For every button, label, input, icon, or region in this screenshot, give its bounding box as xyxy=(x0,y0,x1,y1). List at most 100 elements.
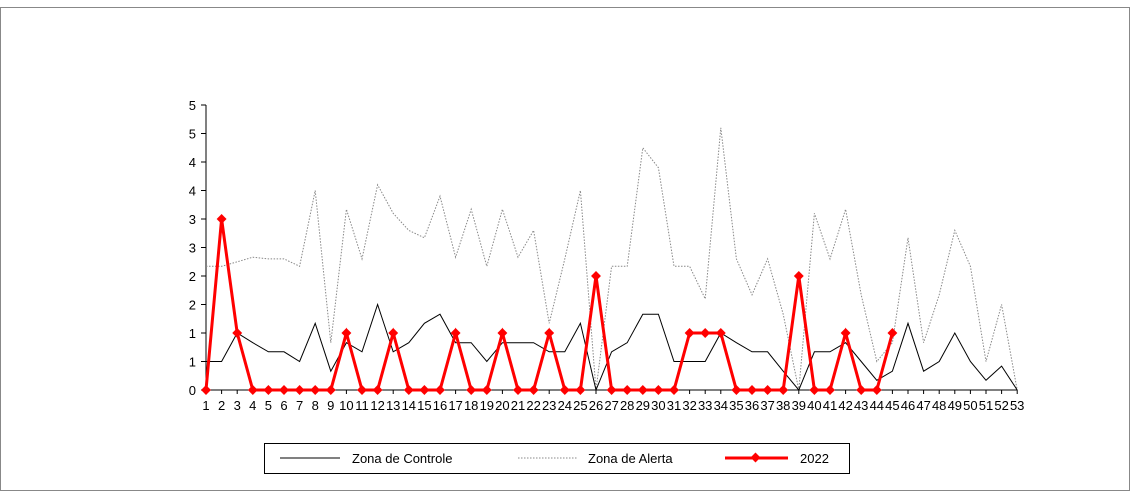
data-point-2022 xyxy=(357,385,367,395)
x-tick-label: 29 xyxy=(636,398,650,413)
data-point-2022 xyxy=(622,385,633,395)
data-point-2022 xyxy=(466,385,477,395)
data-point-2022 xyxy=(294,385,305,395)
x-tick-label: 25 xyxy=(573,398,587,413)
data-point-2022 xyxy=(528,385,539,395)
x-tick-label: 50 xyxy=(963,398,977,413)
data-point-2022 xyxy=(544,328,555,338)
data-point-2022 xyxy=(669,385,679,395)
x-tick-label: 14 xyxy=(402,398,416,413)
legend: Zona de Controle Zona de Alerta 2022 xyxy=(264,443,850,474)
y-tick-label: 2 xyxy=(189,298,196,313)
data-point-2022 xyxy=(887,328,898,338)
x-tick-label: 24 xyxy=(558,398,572,413)
data-point-2022 xyxy=(388,328,399,338)
y-tick-label: 5 xyxy=(189,127,196,142)
y-tick-label: 4 xyxy=(189,184,196,199)
x-tick-label: 11 xyxy=(355,398,369,413)
x-tick-label: 21 xyxy=(511,398,525,413)
data-point-2022 xyxy=(201,385,211,395)
data-point-2022 xyxy=(575,385,586,395)
data-point-2022 xyxy=(700,328,711,338)
x-tick-label: 53 xyxy=(1010,398,1024,413)
legend-label-zona-de-controle: Zona de Controle xyxy=(352,451,452,466)
x-tick-label: 10 xyxy=(339,398,353,413)
x-tick-label: 40 xyxy=(807,398,821,413)
y-tick-label: 5 xyxy=(189,98,196,113)
axes xyxy=(201,104,1018,394)
x-tick-label: 31 xyxy=(667,398,681,413)
x-tick-label: 35 xyxy=(729,398,743,413)
data-point-2022 xyxy=(871,385,882,395)
x-tick-label: 1 xyxy=(202,398,209,413)
x-tick-label: 51 xyxy=(979,398,993,413)
data-point-2022 xyxy=(310,385,321,395)
x-tick-labels: 1 2 3 4 5 6 7 8 9 10 11 12 13 14 15 16 17 18 19 20 21 22 23 24 2… xyxy=(202,398,1024,413)
x-tick-label: 8 xyxy=(312,398,319,413)
x-tick-label: 52 xyxy=(994,398,1008,413)
data-point-2022 xyxy=(715,328,726,338)
x-tick-label: 48 xyxy=(932,398,946,413)
x-tick-label: 42 xyxy=(838,398,852,413)
y-tick-label: 1 xyxy=(189,326,196,341)
y-tick-label: 1 xyxy=(189,355,196,370)
x-tick-label: 44 xyxy=(870,398,884,413)
chart-border xyxy=(0,7,1130,491)
x-tick-label: 7 xyxy=(296,398,303,413)
x-tick-label: 32 xyxy=(682,398,696,413)
x-tick-label: 9 xyxy=(327,398,334,413)
x-tick-label: 18 xyxy=(464,398,478,413)
data-point-2022 xyxy=(497,328,508,338)
data-point-2022 xyxy=(778,385,789,395)
x-tick-label: 12 xyxy=(370,398,384,413)
x-tick-label: 33 xyxy=(698,398,712,413)
data-point-2022 xyxy=(419,385,430,395)
data-point-2022 xyxy=(731,385,742,395)
legend-marker-2022 xyxy=(750,452,761,463)
x-tick-label: 27 xyxy=(604,398,618,413)
x-tick-label: 3 xyxy=(234,398,241,413)
data-point-2022 xyxy=(653,385,664,395)
data-point-2022 xyxy=(450,328,461,338)
data-point-2022 xyxy=(591,271,601,281)
x-tick-label: 36 xyxy=(745,398,759,413)
x-tick-label: 23 xyxy=(542,398,556,413)
x-tick-label: 17 xyxy=(448,398,462,413)
legend-label-zona-de-alerta: Zona de Alerta xyxy=(588,451,673,466)
data-point-2022 xyxy=(840,328,851,338)
x-tick-label: 39 xyxy=(792,398,806,413)
series-layer xyxy=(201,127,1018,395)
data-point-2022 xyxy=(559,385,570,395)
data-point-2022 xyxy=(403,385,414,395)
x-tick-label: 41 xyxy=(823,398,837,413)
data-point-2022 xyxy=(325,385,336,395)
data-point-2022 xyxy=(637,385,648,395)
data-point-2022 xyxy=(793,271,804,281)
data-point-2022 xyxy=(341,328,352,338)
x-tick-label: 47 xyxy=(916,398,930,413)
data-point-2022 xyxy=(263,385,274,395)
y-tick-label: 2 xyxy=(189,269,196,284)
x-tick-label: 49 xyxy=(948,398,962,413)
x-tick-label: 34 xyxy=(714,398,728,413)
x-tick-label: 43 xyxy=(854,398,868,413)
data-point-2022 xyxy=(825,385,835,395)
x-tick-label: 2 xyxy=(218,398,225,413)
y-tick-label: 3 xyxy=(189,212,196,227)
x-tick-label: 19 xyxy=(480,398,494,413)
x-tick-label: 46 xyxy=(901,398,915,413)
y-tick-labels: 0 1 1 2 2 3 3 4 4 5 5 xyxy=(189,98,196,398)
x-tick-label: 22 xyxy=(526,398,540,413)
y-tick-label: 3 xyxy=(189,241,196,256)
x-tick-label: 30 xyxy=(651,398,665,413)
x-tick-label: 15 xyxy=(417,398,431,413)
x-tick-label: 20 xyxy=(495,398,509,413)
x-tick-label: 6 xyxy=(280,398,287,413)
data-point-2022 xyxy=(481,385,492,395)
data-point-2022 xyxy=(762,385,773,395)
y-tick-label: 4 xyxy=(189,155,196,170)
x-tick-label: 37 xyxy=(760,398,774,413)
data-point-2022 xyxy=(279,385,289,395)
